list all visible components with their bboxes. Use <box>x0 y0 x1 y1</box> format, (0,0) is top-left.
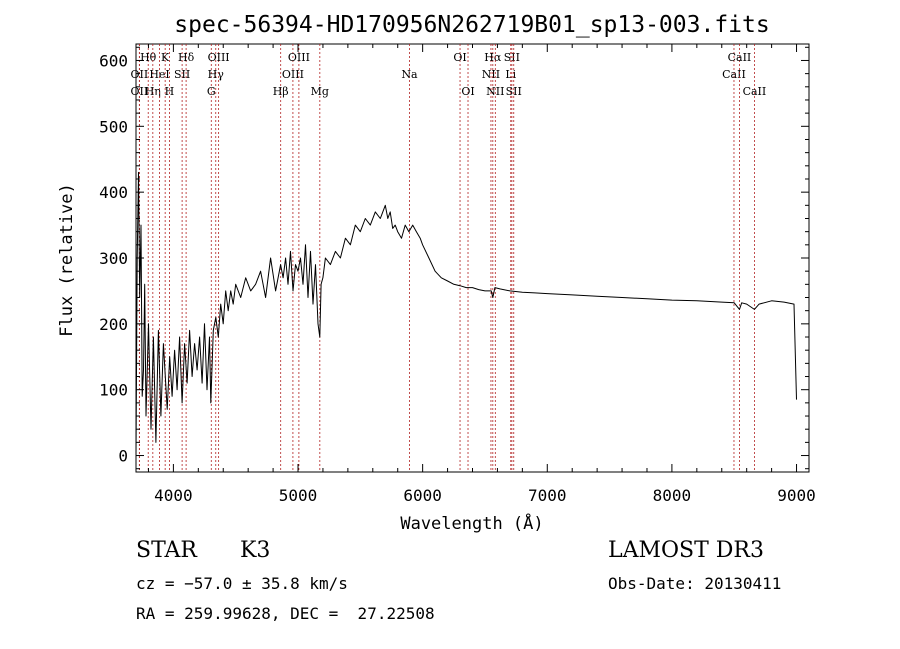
marker-label: OI <box>461 85 474 98</box>
sky-coordinates: RA = 259.99628, DEC = 27.22508 <box>136 604 435 623</box>
x-tick-label: 8000 <box>653 486 692 505</box>
marker-label: Mg <box>311 85 329 98</box>
observation-date: Obs-Date: 20130411 <box>608 574 782 593</box>
marker-label: Li <box>505 68 516 81</box>
y-tick-label: 200 <box>99 315 128 334</box>
marker-label: HeI <box>149 68 169 81</box>
marker-label: OII <box>131 68 149 81</box>
axis-ticks: 4000 5000 6000 7000 8000 9000 0 100 200 300 400 500… <box>99 44 816 505</box>
y-tick-label: 400 <box>99 183 128 202</box>
marker-label: SII <box>174 68 190 81</box>
marker-label: NII <box>482 68 500 81</box>
x-tick-label: 7000 <box>528 486 567 505</box>
x-tick-label: 4000 <box>154 486 193 505</box>
marker-label: OIII <box>208 51 230 64</box>
spectrum-line <box>135 171 797 456</box>
x-tick-label: 5000 <box>279 486 318 505</box>
marker-label: CaII <box>728 51 752 64</box>
marker-label: CaII <box>743 85 767 98</box>
marker-label: Hβ <box>273 85 289 98</box>
marker-label: Hη <box>145 85 161 98</box>
x-axis-label: Wavelength (Å) <box>400 512 543 534</box>
marker-label: Na <box>401 68 418 81</box>
x-tick-label: 9000 <box>777 486 816 505</box>
marker-label: SII <box>506 85 522 98</box>
marker-label: H <box>165 85 175 98</box>
chart-title: spec-56394-HD170956N262719B01_sp13-003.f… <box>174 12 769 38</box>
marker-label: OII <box>131 85 149 98</box>
marker-label: G <box>207 85 216 98</box>
y-tick-label: 300 <box>99 249 128 268</box>
marker-label: OIII <box>282 68 304 81</box>
spectral-subclass: K3 <box>240 538 271 563</box>
y-tick-label: 100 <box>99 381 128 400</box>
y-tick-label: 0 <box>118 447 128 466</box>
marker-label: SII <box>504 51 520 64</box>
survey-name: LAMOST DR3 <box>608 538 764 563</box>
plot-frame <box>135 43 810 473</box>
marker-label: Hθ <box>140 51 157 64</box>
marker-label: CaII <box>722 68 746 81</box>
redshift-cz: cz = −57.0 ± 35.8 km/s <box>136 574 348 593</box>
marker-label: Hδ <box>178 51 195 64</box>
spectrum-series <box>135 171 797 456</box>
marker-label: NII <box>486 85 504 98</box>
y-tick-label: 600 <box>99 51 128 70</box>
marker-label: K <box>161 51 170 64</box>
line-markers: OII OII Hθ Hη HeI K H SII Hδ G Hγ OIII Hβ OIII OIII Mg N… <box>131 44 767 472</box>
marker-label: Hγ <box>208 68 225 81</box>
y-tick-label: 500 <box>99 117 128 136</box>
marker-label: OI <box>453 51 466 64</box>
marker-label: Hα <box>484 51 502 64</box>
y-axis-label: Flux (relative) <box>57 183 77 337</box>
marker-label: OIII <box>288 51 310 64</box>
object-class: STAR <box>136 538 197 563</box>
x-tick-label: 6000 <box>403 486 442 505</box>
